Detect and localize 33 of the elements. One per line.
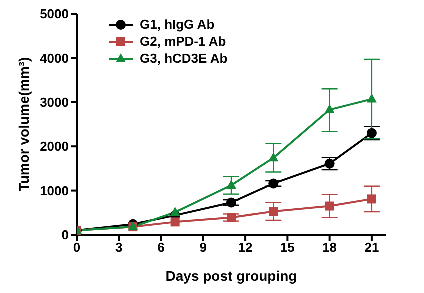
x-tick-label: 6	[158, 240, 165, 256]
point	[227, 213, 236, 222]
legend-label: G3, hCD3E Ab	[140, 50, 228, 67]
point	[324, 158, 335, 169]
y-tick-label: 0	[62, 228, 69, 243]
x-tick-label: 21	[364, 240, 380, 256]
point	[366, 128, 377, 138]
y-tick-label: 2000	[40, 139, 69, 154]
x-tick-label: 0	[73, 240, 81, 256]
point	[170, 218, 180, 227]
y-tick-label: 4000	[40, 50, 69, 66]
x-tick-label: 18	[322, 240, 338, 256]
point	[226, 198, 236, 208]
point	[324, 104, 335, 114]
point	[366, 94, 377, 103]
legend-label: G2, mPD-1 Ab	[140, 33, 226, 50]
point	[170, 206, 180, 216]
point	[268, 178, 279, 189]
point	[226, 180, 236, 189]
x-tick-label: 9	[200, 240, 208, 256]
x-tick-label: 3	[116, 240, 123, 256]
legend-label: G1, hIgG Ab	[140, 16, 215, 33]
x-axis-title: Days post grouping	[166, 268, 298, 284]
point	[269, 207, 278, 216]
point	[325, 202, 334, 211]
y-axis-title: Tumor volume(mm³)	[16, 57, 32, 192]
y-tick-label: 1000	[40, 183, 69, 198]
y-tick-label: 5000	[40, 6, 69, 22]
y-tick-label: 3000	[40, 95, 69, 110]
point	[268, 152, 279, 162]
point	[367, 194, 376, 204]
x-tick-label: 15	[280, 240, 295, 256]
x-tick-label: 12	[238, 240, 253, 256]
